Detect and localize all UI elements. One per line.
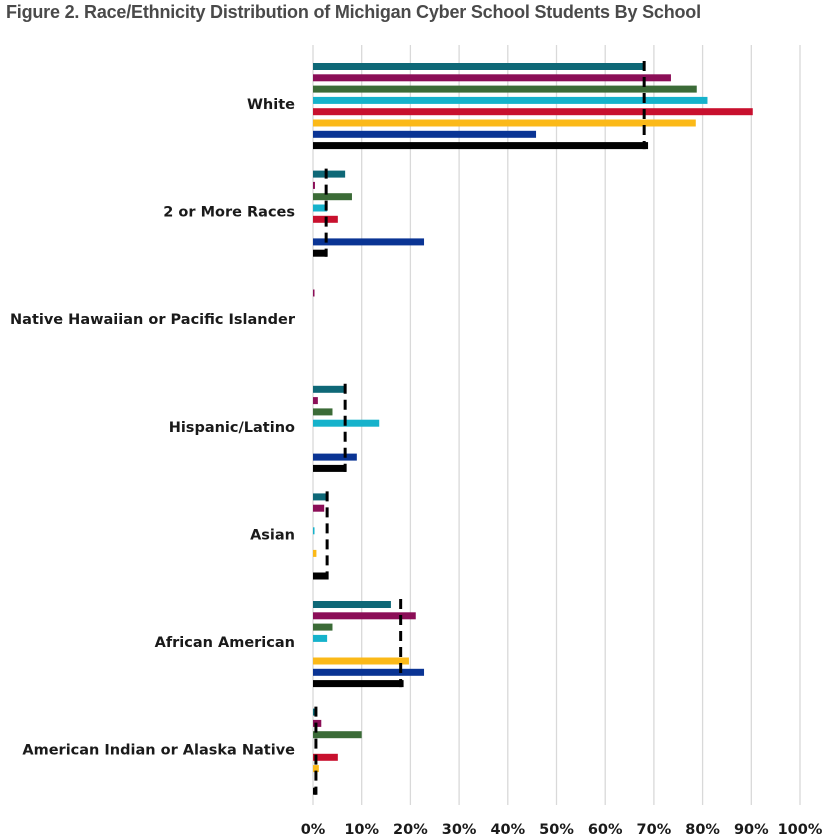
x-tick-label: 90% (734, 822, 769, 838)
bar (313, 130, 537, 138)
bar (313, 85, 697, 93)
bar (313, 623, 333, 631)
bar (313, 193, 352, 201)
bar (313, 453, 357, 461)
bar (313, 289, 315, 297)
x-tick-label: 100% (778, 822, 823, 838)
x-tick-label: 0% (301, 822, 326, 838)
x-tick-label: 60% (588, 822, 623, 838)
bar (313, 657, 409, 665)
bar (313, 601, 391, 608)
bar (313, 753, 338, 761)
category-label: Asian (250, 527, 295, 543)
category-label: African American (155, 635, 295, 651)
category-label: 2 or More Races (163, 205, 295, 221)
bar (313, 572, 328, 580)
x-tick-label: 30% (442, 822, 477, 838)
gridlines (312, 45, 801, 805)
bar (313, 527, 315, 535)
bar (313, 549, 317, 557)
bar (313, 96, 708, 104)
x-tick-label: 10% (344, 822, 379, 838)
bar (313, 249, 328, 257)
reference-lines (314, 61, 646, 795)
bar (313, 464, 347, 472)
bar (313, 119, 696, 127)
chart-title: Figure 2. Race/Ethnicity Distribution of… (6, 2, 701, 22)
x-tick-label: 50% (539, 822, 574, 838)
category-label: Hispanic/Latino (169, 420, 295, 436)
bar (313, 108, 753, 116)
x-tick-label: 70% (637, 822, 672, 838)
bar (313, 397, 318, 405)
bar (313, 680, 404, 688)
x-tick-label: 20% (393, 822, 428, 838)
bar (313, 63, 646, 70)
x-tick-label: 40% (490, 822, 525, 838)
category-label: American Indian or Alaska Native (22, 743, 295, 759)
x-tick-labels: 0% 10% 20% 30% 40% 50% 60% 70% 80% 90% 100% (301, 822, 823, 838)
x-tick-label: 80% (685, 822, 720, 838)
bar (313, 504, 325, 512)
bar (313, 765, 319, 773)
bar (313, 170, 346, 178)
bar (313, 385, 345, 393)
bar (313, 181, 315, 189)
bar (313, 668, 425, 676)
bar (313, 493, 328, 501)
bar (313, 408, 333, 416)
bar (313, 634, 328, 642)
category-label: White (247, 97, 295, 113)
category-label: Native Hawaiian or Pacific Islander (10, 312, 296, 328)
category-labels: White 2 or More Races Native Hawaiian or P… (10, 97, 296, 759)
bar (313, 204, 328, 212)
bars (313, 63, 753, 795)
bar (313, 731, 362, 739)
bar (313, 142, 649, 150)
bar (313, 74, 671, 82)
bar (313, 238, 425, 246)
bar (313, 612, 416, 620)
